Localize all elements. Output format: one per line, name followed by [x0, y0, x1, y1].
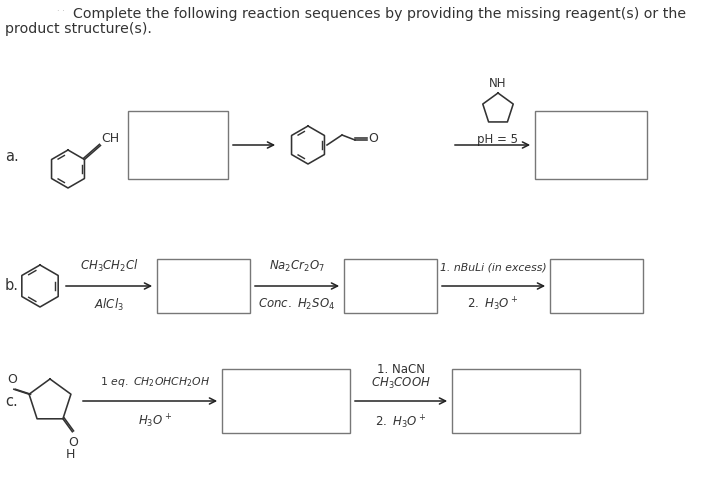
Bar [222, 369, 350, 433]
Text: 1. NaCN: 1. NaCN [377, 363, 425, 376]
Text: $H_3O^+$: $H_3O^+$ [138, 413, 172, 430]
Text: 1. nBuLi (in excess): 1. nBuLi (in excess) [439, 262, 547, 272]
Text: NH: NH [489, 77, 507, 90]
Text: H: H [66, 448, 75, 461]
Bar [344, 259, 437, 313]
Text: $2.\ H_3O^+$: $2.\ H_3O^+$ [376, 414, 427, 431]
Text: c.: c. [5, 393, 17, 408]
Text: CH: CH [102, 131, 120, 144]
Text: product structure(s).: product structure(s). [5, 22, 152, 36]
Text: Complete the following reaction sequences by providing the missing reagent(s) or: Complete the following reaction sequence… [73, 7, 686, 21]
Bar [550, 259, 643, 313]
Text: $1\ eq.\ CH_2OHCH_2OH$: $1\ eq.\ CH_2OHCH_2OH$ [100, 375, 210, 389]
Bar [157, 259, 250, 313]
Text: $AlCl_3$: $AlCl_3$ [94, 297, 124, 313]
Text: $CH_3CH_2Cl$: $CH_3CH_2Cl$ [80, 258, 138, 274]
Text: $CH_3COOH$: $CH_3COOH$ [371, 376, 431, 391]
Text: b.: b. [5, 279, 19, 294]
Text: a.: a. [5, 148, 19, 163]
Text: $Na_2Cr_2O_7$: $Na_2Cr_2O_7$ [269, 259, 325, 274]
Bar [128, 111, 228, 179]
Bar [535, 111, 647, 179]
Text: $Conc.\ H_2SO_4$: $Conc.\ H_2SO_4$ [259, 297, 336, 312]
Text: O: O [7, 373, 17, 386]
Text: $2.\ H_3O^+$: $2.\ H_3O^+$ [468, 296, 518, 314]
Text: O: O [368, 131, 378, 144]
Text: · ·: · · [57, 7, 65, 16]
Text: pH = 5: pH = 5 [478, 132, 518, 145]
Text: O: O [68, 436, 78, 449]
Bar [452, 369, 580, 433]
